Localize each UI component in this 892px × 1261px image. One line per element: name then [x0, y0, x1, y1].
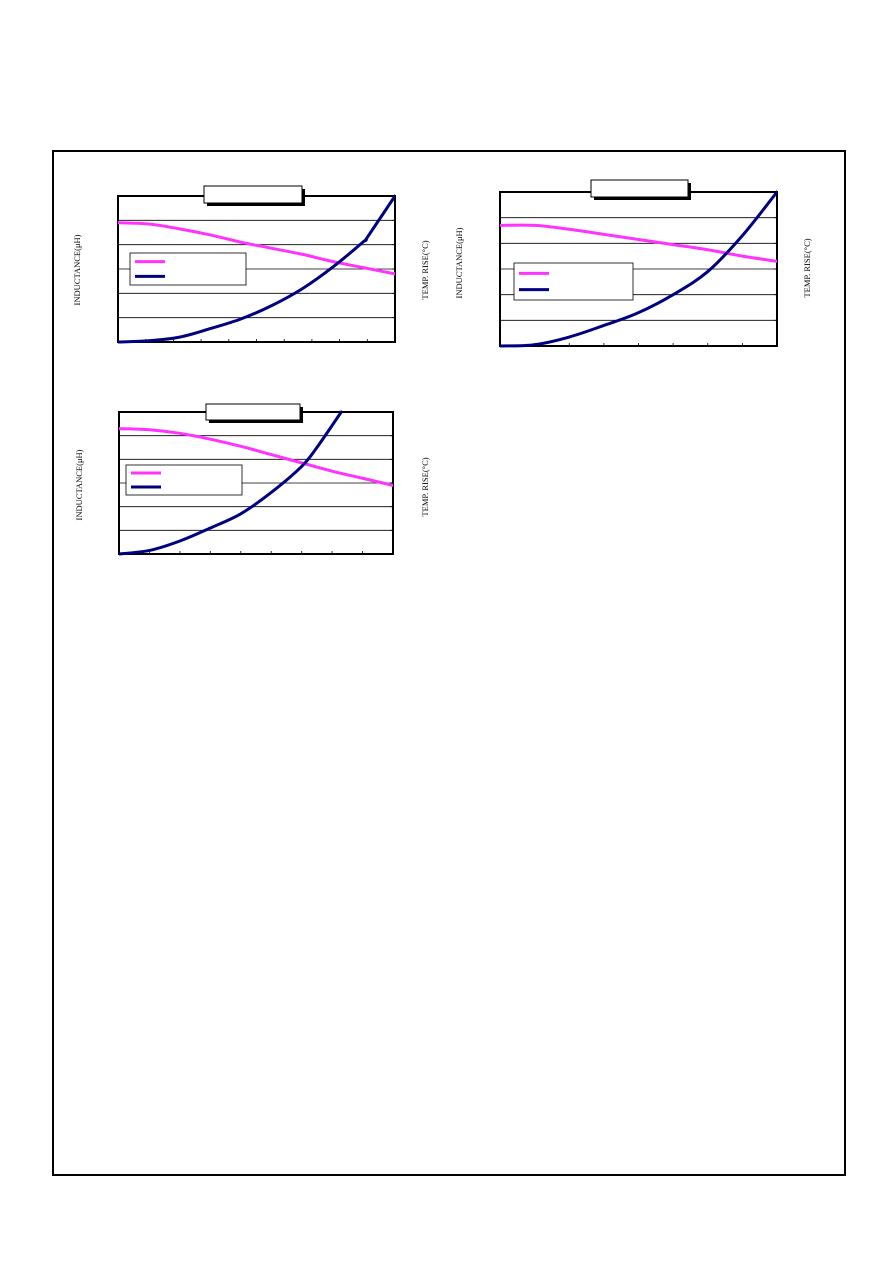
series-line-inductance: [118, 221, 395, 276]
title-box: [590, 179, 689, 198]
page-frame: [52, 150, 846, 1176]
legend-box: [125, 464, 243, 496]
series-line-temp-rise: [118, 194, 395, 344]
y2-axis-label: TEMP. RISE(°C): [802, 238, 812, 297]
legend-box: [129, 252, 247, 286]
y-axis-label: INDUCTANCE(μH): [454, 227, 464, 298]
title-box: [205, 403, 301, 421]
y-axis-label: INDUCTANCE(μH): [72, 234, 82, 305]
y2-axis-label: TEMP. RISE(°C): [420, 457, 430, 516]
title-box: [203, 185, 303, 204]
series-line-inductance: [500, 223, 777, 263]
legend-box: [513, 262, 634, 301]
y2-axis-label: TEMP. RISE(°C): [420, 240, 430, 299]
y-axis-label: INDUCTANCE(μH): [74, 449, 84, 520]
series-line-inductance: [119, 427, 393, 487]
series-line-temp-rise: [500, 190, 777, 348]
series-line-temp-rise: [119, 410, 343, 556]
